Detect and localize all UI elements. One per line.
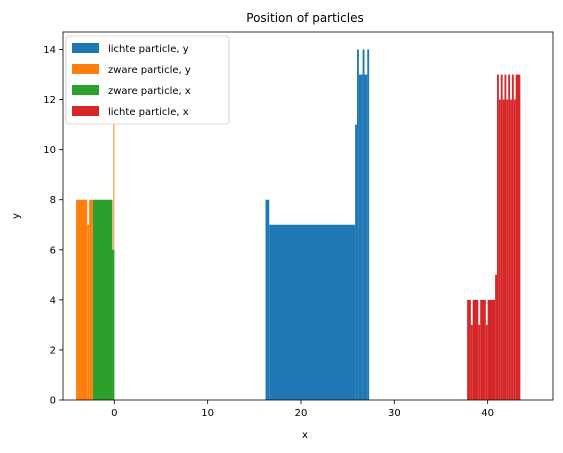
- bar-series-0-bin-0: [265, 199, 270, 400]
- y-tick-label: 8: [50, 195, 56, 206]
- bar-series-3-bin-16: [511, 74, 514, 400]
- legend-label-zware-y: zware particle, y: [108, 65, 191, 76]
- legend: lichte particle, y zware particle, y zwa…: [65, 35, 230, 125]
- y-tick-label: 0: [50, 396, 56, 407]
- bar-series-3-bin-15: [510, 99, 512, 400]
- legend-swatch-lichte-y: [72, 43, 99, 53]
- x-tick-label: 30: [388, 408, 401, 419]
- bar-series-1-bin-0: [76, 199, 88, 400]
- y-tick-label: 2: [50, 345, 56, 356]
- legend-swatch-zware-y: [72, 64, 99, 74]
- bar-series-1-bin-2: [89, 199, 93, 400]
- y-tick-label: 10: [43, 145, 56, 156]
- bar-series-0-bin-1: [269, 224, 356, 400]
- y-tick-label: 6: [50, 245, 56, 256]
- bar-series-3-bin-7: [495, 274, 497, 400]
- bar-series-0-bin-2: [355, 124, 357, 400]
- bar-series-3-bin-8: [497, 74, 499, 400]
- bar-series-3-bin-14: [508, 74, 511, 400]
- ticks-layer: 0 10 20 30 40 0 2 4 6 8 10 12 14: [43, 45, 494, 419]
- bar-series-0-bin-3: [357, 49, 359, 401]
- bar-series-3-bin-2: [472, 299, 479, 400]
- plot-frame: [62, 31, 554, 401]
- bar-series-3-bin-12: [504, 74, 507, 400]
- bar-series-0-bin-6: [364, 74, 368, 400]
- bar-series-3-bin-6: [487, 299, 496, 400]
- bar-series-3-bin-1: [470, 324, 473, 400]
- chart-title: Position of particles: [246, 11, 363, 25]
- bar-series-3-bin-17: [513, 99, 516, 400]
- legend-swatch-zware-x: [72, 85, 99, 95]
- bar-series-3-bin-18: [515, 74, 521, 400]
- bar-series-3-bin-4: [480, 299, 486, 400]
- x-tick-label: 40: [481, 408, 494, 419]
- x-tick-label: 20: [295, 408, 308, 419]
- bar-series-3-bin-10: [500, 74, 503, 400]
- bar-series-3-bin-9: [498, 99, 501, 400]
- legend-swatch-lichte-x: [72, 106, 99, 116]
- bar-series-2-bin-0: [92, 199, 113, 400]
- legend-box: [65, 35, 230, 125]
- legend-label-lichte-y: lichte particle, y: [108, 44, 189, 55]
- x-axis-label: x: [302, 430, 308, 441]
- y-tick-label: 14: [43, 45, 56, 56]
- bar-series-0-bin-4: [358, 74, 363, 400]
- bars-layer: [76, 49, 521, 401]
- bar-series-3-bin-13: [506, 99, 509, 400]
- bar-series-0-bin-7: [367, 49, 370, 401]
- bar-series-3-bin-11: [502, 99, 505, 400]
- legend-label-lichte-x: lichte particle, x: [108, 107, 189, 118]
- bar-series-3-bin-0: [467, 299, 471, 400]
- bar-series-3-bin-5: [485, 324, 488, 400]
- x-tick-label: 10: [201, 408, 214, 419]
- bar-series-3-bin-3: [478, 324, 481, 400]
- bar-series-2-bin-1: [112, 249, 115, 400]
- y-tick-label: 4: [50, 295, 56, 306]
- legend-label-zware-x: zware particle, x: [108, 86, 191, 97]
- bar-series-0-bin-5: [362, 49, 365, 401]
- x-tick-label: 0: [111, 408, 117, 419]
- bar-series-1-bin-1: [87, 224, 90, 400]
- y-axis-label: y: [11, 213, 22, 219]
- y-tick-label: 12: [43, 95, 56, 106]
